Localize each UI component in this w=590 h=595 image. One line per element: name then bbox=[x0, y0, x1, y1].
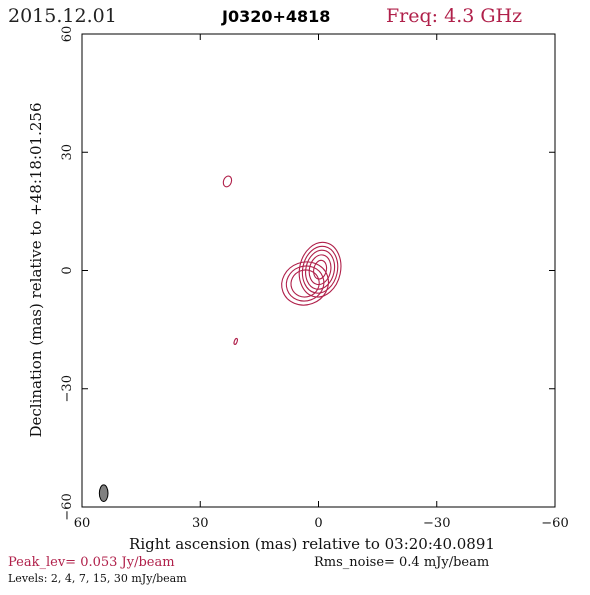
x-tick-label: −30 bbox=[423, 516, 450, 531]
x-tick-label: 0 bbox=[314, 516, 322, 531]
contour-extension-level bbox=[281, 261, 330, 306]
contour-map bbox=[222, 175, 342, 346]
contour-core-level bbox=[313, 259, 328, 280]
x-tick-label: 60 bbox=[74, 516, 91, 531]
contour-core-level bbox=[308, 254, 332, 286]
plot-frame bbox=[81, 33, 556, 508]
x-axis-title: Right ascension (mas) relative to 03:20:… bbox=[129, 535, 495, 553]
y-tick-label: 60 bbox=[60, 26, 75, 43]
y-tick-label: −30 bbox=[60, 375, 75, 402]
x-tick-label: −60 bbox=[541, 516, 568, 531]
beam-ellipse bbox=[98, 484, 109, 502]
source-name: J0320+4818 bbox=[221, 7, 330, 26]
tick-labels: 60 30 0 −30 −60 −60 −30 0 30 60 bbox=[60, 26, 569, 531]
y-tick-label: 0 bbox=[60, 266, 75, 274]
contour-core-level bbox=[298, 241, 342, 298]
contour-knot-ne bbox=[222, 175, 233, 188]
contour-knot-s bbox=[233, 337, 238, 346]
epoch-date: 2015.12.01 bbox=[8, 5, 117, 27]
rms-noise: Rms_noise= 0.4 mJy/beam bbox=[314, 555, 489, 570]
frequency-label: Freq: 4.3 GHz bbox=[386, 5, 522, 27]
contour-core-level bbox=[305, 249, 336, 290]
y-axis-title: Declination (mas) relative to +48:18:01.… bbox=[27, 102, 45, 437]
y-tick-label: −60 bbox=[60, 493, 75, 520]
x-tick-label: 30 bbox=[192, 516, 209, 531]
beam-ellipse-group bbox=[98, 484, 109, 502]
y-tick-label: 30 bbox=[60, 144, 75, 161]
contour-levels: Levels: 2, 4, 7, 15, 30 mJy/beam bbox=[8, 572, 187, 585]
peak-level: Peak_lev= 0.053 Jy/beam bbox=[8, 555, 175, 570]
